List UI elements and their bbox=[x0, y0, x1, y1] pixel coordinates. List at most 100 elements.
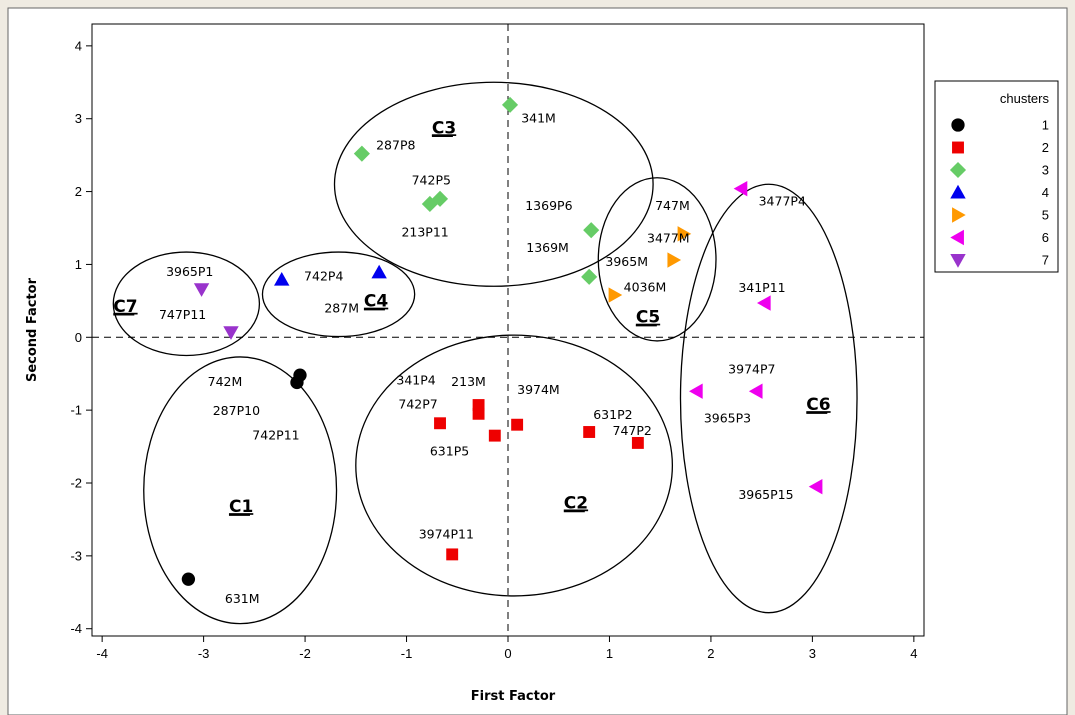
y-tick-label: 1 bbox=[75, 257, 82, 272]
point-label: 213M bbox=[451, 374, 486, 389]
point-label: 631M bbox=[225, 591, 260, 606]
legend-box bbox=[934, 80, 1059, 273]
x-tick-label: -3 bbox=[198, 646, 210, 661]
data-point-cluster-3 bbox=[421, 195, 438, 213]
point-label: 4036M bbox=[624, 279, 667, 294]
data-point-cluster-4 bbox=[274, 272, 290, 286]
legend-title: chusters bbox=[1000, 91, 1050, 106]
y-tick-label: 0 bbox=[75, 330, 82, 345]
point-label: 3477P4 bbox=[759, 193, 806, 208]
data-point-cluster-6 bbox=[748, 383, 763, 399]
x-tick-label: -4 bbox=[96, 646, 108, 661]
data-point-cluster-2 bbox=[583, 426, 596, 438]
legend-marker bbox=[951, 118, 965, 132]
data-point-cluster-2 bbox=[434, 417, 446, 430]
legend-marker bbox=[950, 254, 966, 268]
legend-entry-label: 6 bbox=[1042, 230, 1049, 245]
cluster-ellipse-c7 bbox=[112, 251, 261, 357]
point-label: 631P5 bbox=[430, 443, 469, 458]
data-point-cluster-2 bbox=[446, 548, 459, 561]
legend-entry-label: 1 bbox=[1042, 118, 1049, 133]
data-point-cluster-2 bbox=[472, 407, 485, 420]
point-label: 3974P7 bbox=[728, 362, 775, 377]
legend-entry-label: 5 bbox=[1042, 208, 1049, 223]
cluster-label-c7: C7 bbox=[113, 297, 137, 317]
point-label: 742P7 bbox=[398, 397, 437, 412]
legend-marker bbox=[952, 207, 966, 223]
point-label: 742P11 bbox=[252, 427, 299, 442]
x-axis-ticks: -4 -3 -2 -1 0 1 2 3 4 bbox=[96, 636, 917, 661]
point-labels: 341M 287P8 742P5 213P11 1369P6 1369M 747M 3477M… bbox=[159, 110, 806, 606]
point-label: 3477M bbox=[647, 231, 690, 246]
data-point-cluster-6 bbox=[733, 180, 748, 197]
point-label: 1369M bbox=[526, 240, 569, 255]
point-label: 747M bbox=[655, 198, 690, 213]
data-point-cluster-7 bbox=[193, 283, 210, 297]
data-point-cluster-1 bbox=[181, 572, 196, 586]
cluster-label-c1: C1 bbox=[229, 497, 253, 517]
point-label: 631P2 bbox=[593, 407, 632, 422]
cluster-label-c5: C5 bbox=[636, 308, 660, 328]
data-point-cluster-6 bbox=[808, 478, 823, 495]
x-tick-label: -1 bbox=[401, 646, 413, 661]
legend-entries: 1 2 3 4 5 6 7 bbox=[949, 118, 1049, 268]
cluster-ellipse-c4 bbox=[261, 251, 416, 338]
cluster-ellipse-c3 bbox=[333, 81, 654, 287]
legend-marker bbox=[952, 141, 964, 154]
legend-entry-label: 2 bbox=[1042, 140, 1049, 155]
x-tick-label: 4 bbox=[910, 646, 917, 661]
point-label: 747P2 bbox=[613, 423, 652, 438]
point-label: 742P5 bbox=[412, 172, 451, 187]
data-point-cluster-3 bbox=[353, 145, 370, 162]
y-tick-label: 3 bbox=[75, 111, 82, 126]
legend-marker bbox=[949, 161, 967, 179]
legend: chusters 1 2 3 4 5 6 7 bbox=[934, 80, 1059, 273]
data-point-cluster-4 bbox=[371, 264, 387, 279]
cluster-ellipse-c6 bbox=[679, 183, 858, 614]
legend-marker bbox=[950, 229, 964, 246]
y-tick-label: -1 bbox=[70, 403, 82, 418]
data-point-cluster-3 bbox=[583, 222, 600, 239]
cluster-ellipse-c1 bbox=[143, 356, 338, 625]
point-label: 3974P11 bbox=[419, 526, 474, 541]
x-tick-label: 1 bbox=[606, 646, 613, 661]
data-point-cluster-3 bbox=[501, 96, 519, 113]
x-tick-label: 2 bbox=[707, 646, 714, 661]
y-tick-label: -3 bbox=[70, 548, 82, 563]
point-label: 287M bbox=[324, 301, 359, 316]
cluster-label-c2: C2 bbox=[564, 494, 588, 514]
cluster-label-c4: C4 bbox=[364, 292, 388, 312]
y-tick-label: 4 bbox=[75, 38, 82, 53]
point-label: 341M bbox=[521, 110, 556, 125]
data-point-cluster-2 bbox=[488, 429, 501, 442]
legend-entry-label: 7 bbox=[1042, 253, 1049, 268]
point-label: 341P11 bbox=[738, 280, 785, 295]
point-label: 287P8 bbox=[376, 137, 415, 152]
y-axis-ticks: -4 -3 -2 -1 0 1 2 3 4 bbox=[70, 38, 92, 636]
legend-marker bbox=[950, 184, 966, 199]
data-point-cluster-5 bbox=[667, 252, 682, 268]
point-label: 747P11 bbox=[159, 307, 206, 322]
data-point-cluster-6 bbox=[689, 383, 703, 399]
point-label: 341P4 bbox=[396, 373, 435, 388]
x-tick-label: -2 bbox=[299, 646, 311, 661]
cluster-ellipse-c2 bbox=[355, 334, 674, 597]
y-tick-label: 2 bbox=[75, 184, 82, 199]
data-point-cluster-3 bbox=[581, 268, 598, 285]
data-point-cluster-2 bbox=[511, 418, 524, 431]
cluster-ellipses bbox=[112, 81, 858, 625]
data-point-cluster-5 bbox=[608, 287, 623, 303]
point-label: 213P11 bbox=[401, 225, 448, 240]
point-label: 3965P3 bbox=[704, 411, 751, 426]
legend-entry-label: 4 bbox=[1042, 185, 1049, 200]
cluster-ellipse-c5 bbox=[597, 177, 717, 342]
point-label: 287P10 bbox=[213, 403, 260, 418]
x-tick-label: 0 bbox=[504, 646, 511, 661]
data-point-cluster-5 bbox=[677, 226, 692, 242]
cluster-labels: C1 C2 C3 C4 C5 C6 C7 bbox=[113, 118, 831, 517]
cluster-label-c6: C6 bbox=[806, 395, 830, 415]
data-point-cluster-2 bbox=[472, 399, 485, 411]
y-tick-label: -2 bbox=[70, 476, 82, 491]
point-label: 742P4 bbox=[304, 268, 343, 283]
